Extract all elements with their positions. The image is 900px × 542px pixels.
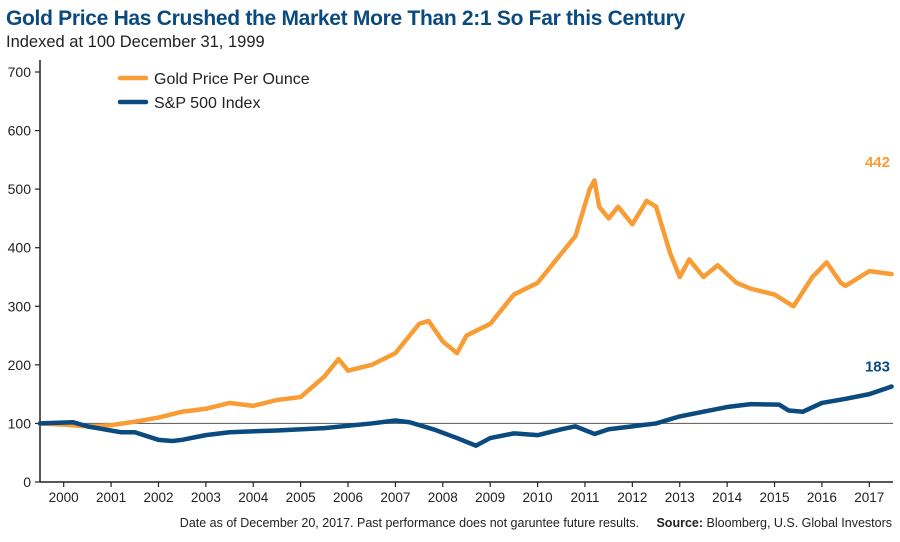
- chart-subtitle: Indexed at 100 December 31, 1999: [6, 33, 265, 51]
- y-tick-label: 100: [8, 415, 32, 431]
- source-label: Source:: [656, 516, 704, 530]
- x-tick-label: 2008: [428, 490, 458, 505]
- x-tick-label: 2013: [665, 490, 695, 505]
- x-tick-label: 2002: [143, 490, 173, 505]
- series-line-sp500: [37, 384, 894, 448]
- x-tick-label: 2005: [286, 490, 316, 505]
- y-tick-label: 400: [8, 240, 32, 256]
- y-tick-label: 500: [8, 181, 32, 197]
- end-value-label: 442: [865, 154, 890, 171]
- x-tick-label: 2000: [49, 490, 79, 505]
- x-tick-label: 2011: [570, 490, 599, 505]
- legend-label: Gold Price Per Ounce: [154, 71, 310, 88]
- x-tick-label: 2014: [712, 490, 743, 505]
- y-tick-label: 700: [8, 64, 32, 80]
- x-tick-label: 2016: [807, 490, 837, 505]
- x-tick-label: 2001: [96, 490, 126, 505]
- x-tick-label: 2015: [760, 490, 790, 505]
- y-tick-label: 200: [8, 357, 32, 373]
- y-tick-label: 0: [23, 474, 31, 490]
- y-tick-label: 300: [8, 298, 32, 314]
- series-line-gold: [37, 178, 894, 429]
- x-tick-label: 2017: [854, 490, 884, 505]
- x-tick-label: 2009: [475, 490, 505, 505]
- footer-note: Date as of December 20, 2017. Past perfo…: [179, 516, 640, 530]
- chart-title: Gold Price Has Crushed the Market More T…: [6, 7, 685, 30]
- x-tick-label: 2012: [617, 490, 647, 505]
- legend-label: S&P 500 Index: [154, 95, 260, 112]
- x-tick-label: 2004: [238, 490, 269, 505]
- source-text: Bloomberg, U.S. Global Investors: [706, 516, 893, 530]
- x-tick-label: 2006: [333, 490, 363, 505]
- x-tick-label: 2007: [380, 490, 410, 505]
- y-tick-label: 600: [8, 123, 32, 139]
- x-tick-label: 2003: [191, 490, 221, 505]
- end-value-label: 183: [865, 359, 890, 376]
- chart-footer: Date as of December 20, 2017. Past perfo…: [180, 516, 892, 530]
- x-tick-label: 2010: [523, 490, 553, 505]
